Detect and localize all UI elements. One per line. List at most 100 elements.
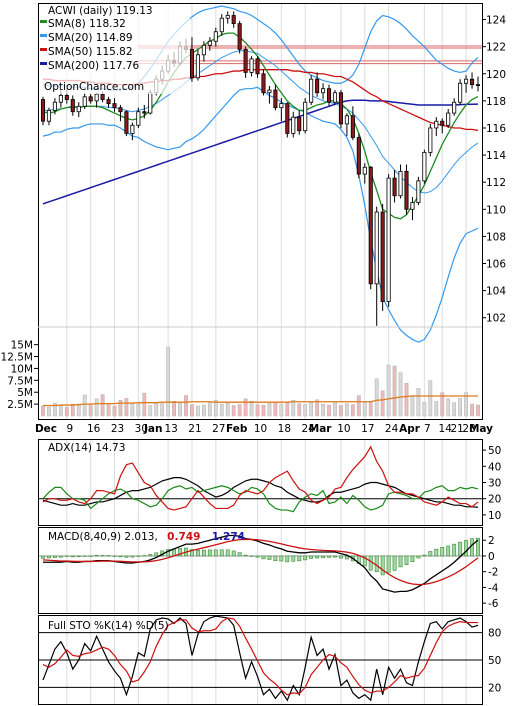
macd-histogram-bar xyxy=(237,552,242,557)
date-label: 7 xyxy=(424,423,431,435)
macd-histogram-bar xyxy=(285,555,290,563)
volume-bar xyxy=(434,401,439,417)
price-tick-label: 106 xyxy=(486,259,506,271)
volume-bar xyxy=(315,399,319,417)
macd-histogram-bar xyxy=(58,555,63,558)
volume-bar xyxy=(321,403,325,417)
candle-body xyxy=(94,93,99,102)
candle-body xyxy=(464,78,469,84)
date-label: 18 xyxy=(278,423,291,435)
candle-body xyxy=(88,96,93,102)
macd-line-signal xyxy=(42,538,479,586)
candle-body xyxy=(58,95,63,103)
candle-body xyxy=(148,92,153,114)
macd-tick-label: 0 xyxy=(488,551,495,563)
indicator-tick-label: 20 xyxy=(488,494,501,506)
macd-histogram-bar xyxy=(178,548,182,557)
legend-swatch-sma8 xyxy=(40,20,47,23)
macd-histogram-bar xyxy=(309,555,314,559)
candle-body xyxy=(315,78,320,94)
indicator-tick-label: 30 xyxy=(488,478,501,490)
price-axis-ticks: 124 122 120 118 116 114 112 110 108 106 104 102 xyxy=(482,15,506,325)
volume-bar xyxy=(458,398,463,417)
date-label: 24 xyxy=(385,423,399,435)
volume-tick-label: 15M xyxy=(11,340,33,352)
macd-histogram-bar xyxy=(398,555,403,568)
macd-histogram-bar xyxy=(261,555,266,560)
volume-bar xyxy=(41,405,45,417)
date-label: 21 xyxy=(188,423,201,435)
adx-panel-frame xyxy=(38,439,483,526)
volume-bar xyxy=(368,401,373,417)
volume-bar xyxy=(231,405,236,417)
macd-histogram-bar xyxy=(452,543,457,557)
bollinger-lower-line xyxy=(42,86,479,343)
candle-body xyxy=(446,112,451,126)
indicator-tick-label: 10 xyxy=(488,510,501,522)
macd-histogram-bar xyxy=(392,555,397,571)
candle-body xyxy=(458,82,463,103)
adx-title: ADX(14) 14.73 xyxy=(48,442,125,454)
candle-body xyxy=(452,101,457,114)
volume-bar xyxy=(273,401,278,417)
volume-bar xyxy=(333,401,337,417)
candle-body xyxy=(52,101,57,111)
macd-histogram-bar xyxy=(94,555,99,557)
volume-bar xyxy=(196,405,200,417)
stochastic-tick-label: 80 xyxy=(488,628,501,640)
date-label: 16 xyxy=(87,423,101,435)
macd-histogram-bar xyxy=(422,554,427,557)
candle-body xyxy=(64,95,69,100)
price-date-gridlines xyxy=(66,4,467,419)
volume-bar xyxy=(476,404,480,417)
volume-bar xyxy=(398,372,403,417)
legend-swatch-sma200 xyxy=(40,62,47,65)
volume-tick-label: 12.5M xyxy=(1,352,33,364)
macd-histogram-bar xyxy=(41,555,45,559)
volume-bar xyxy=(410,395,415,417)
date-label: 13 xyxy=(164,423,177,435)
stochastic-title: Full STO %K(14) %D(5) xyxy=(48,620,169,632)
macd-histogram-bar xyxy=(344,555,349,560)
candle-body xyxy=(380,211,385,302)
volume-bar xyxy=(130,403,135,417)
price-tick-label: 104 xyxy=(486,286,506,298)
volume-bar xyxy=(82,394,87,417)
volume-bar xyxy=(112,405,117,417)
candle-body xyxy=(207,40,212,46)
candle-body xyxy=(249,58,254,73)
macd-histogram-bar xyxy=(291,555,296,562)
macd-histogram-bar xyxy=(470,538,474,557)
macd-signal-value: 0.749 xyxy=(167,531,200,543)
volume-bar xyxy=(339,405,343,417)
volume-bar xyxy=(279,403,284,417)
volume-bar xyxy=(285,402,290,417)
macd-histogram-bar xyxy=(130,555,135,558)
candle-body xyxy=(106,99,111,104)
macd-histogram-bar xyxy=(213,549,218,557)
macd-histogram-bar xyxy=(273,555,278,561)
volume-bar xyxy=(243,398,248,417)
volume-bar xyxy=(404,382,409,417)
legend-background xyxy=(40,4,190,94)
date-label: 24 xyxy=(302,423,316,435)
volume-bar xyxy=(88,404,93,417)
candle-body xyxy=(100,93,105,100)
macd-histogram-bar xyxy=(118,555,123,558)
candle-body xyxy=(428,127,433,153)
macd-histogram-bar xyxy=(362,555,367,567)
macd-histogram-bar xyxy=(321,555,326,558)
candle-body xyxy=(46,109,51,122)
macd-tick-label: -4 xyxy=(488,582,499,594)
volume-bar xyxy=(190,404,194,417)
candle-body xyxy=(332,92,338,103)
candle-body xyxy=(434,120,439,129)
volume-bar xyxy=(452,402,457,417)
macd-histogram-bar xyxy=(154,552,159,557)
candle-body xyxy=(273,89,278,109)
price-tick-label: 108 xyxy=(486,231,506,243)
macd-histogram-bar xyxy=(303,555,308,561)
candle-body xyxy=(321,88,326,94)
macd-histogram-bar xyxy=(279,555,284,562)
volume-bar xyxy=(106,403,111,417)
